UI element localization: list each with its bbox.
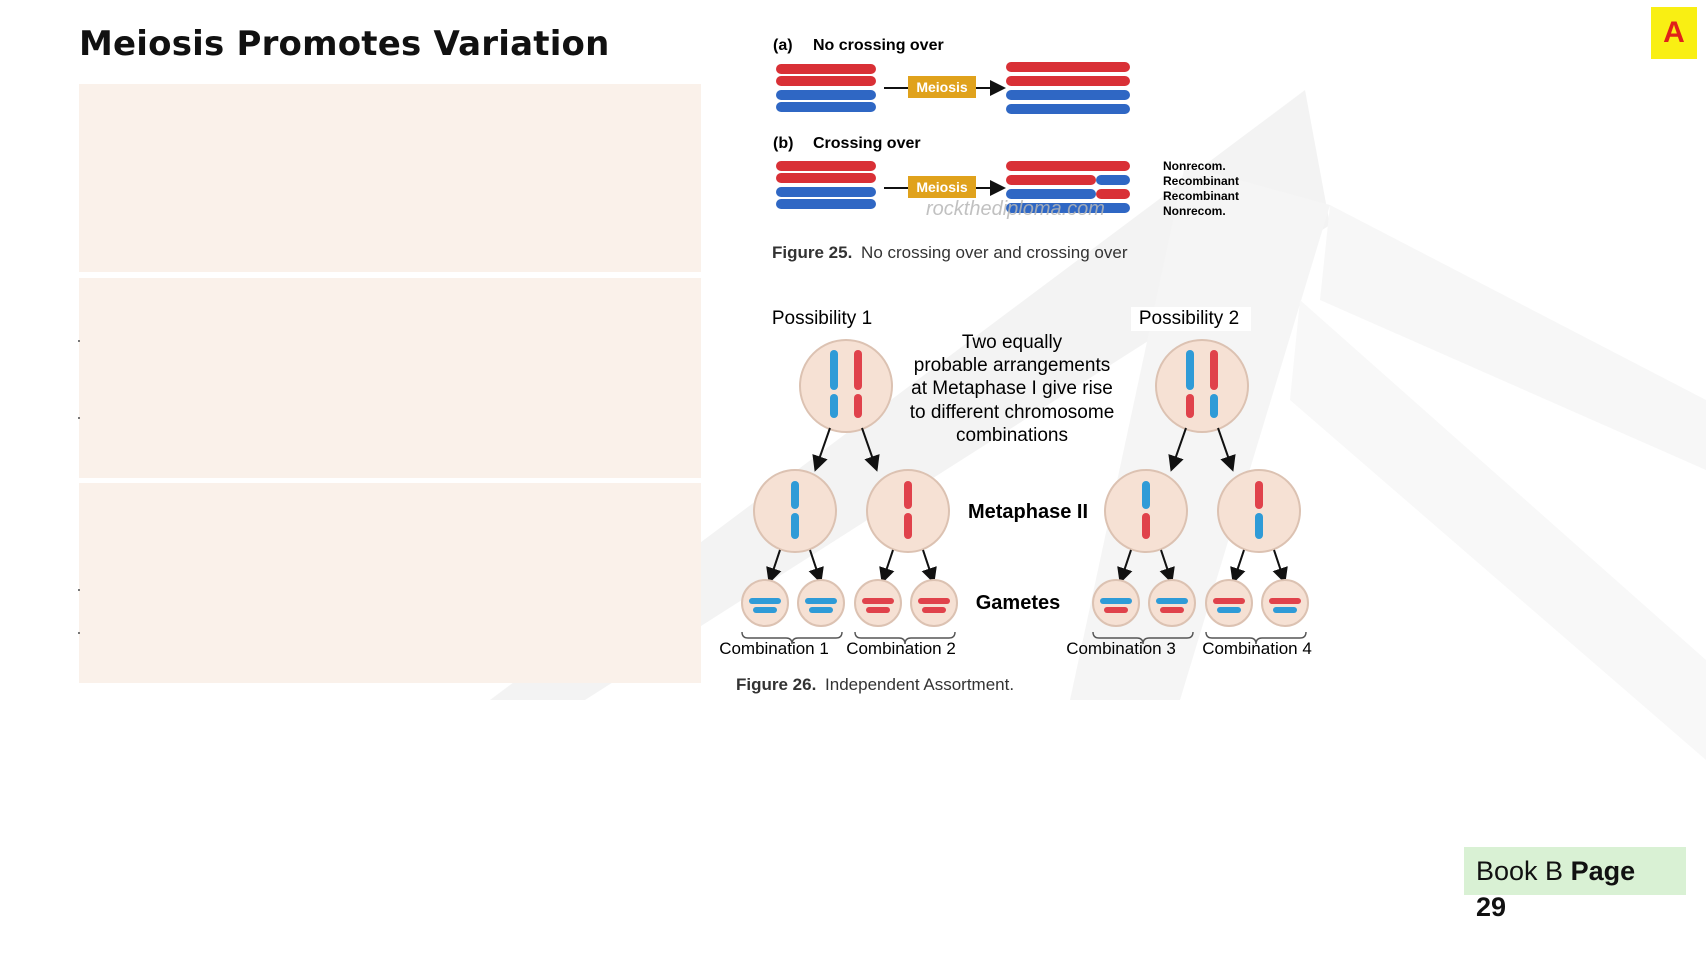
product-chromosomes-a bbox=[1006, 62, 1130, 114]
gamete-cell bbox=[797, 579, 845, 627]
parent-chromosomes-b bbox=[776, 161, 876, 209]
gamete-cell bbox=[741, 579, 789, 627]
center-note-line: Two equally bbox=[962, 332, 1063, 353]
center-note-line: at Metaphase I give rise bbox=[911, 378, 1113, 399]
figure-caption: Figure 26. Independent Assortment. bbox=[736, 675, 1014, 694]
gamete-cell bbox=[1148, 579, 1196, 627]
outcome-label: Nonrecom. bbox=[1163, 159, 1226, 173]
meiosis-label: Meiosis bbox=[916, 179, 968, 195]
product-chromosomes-b bbox=[1006, 161, 1130, 213]
panel-a-title: No crossing over bbox=[813, 37, 944, 54]
panel-a-label: (a) bbox=[773, 37, 793, 54]
caption-number: Figure 26. bbox=[736, 675, 816, 694]
metaphase-i-cell-possibility-2 bbox=[1155, 339, 1249, 433]
gamete-cell bbox=[854, 579, 902, 627]
combination-brace bbox=[1205, 631, 1307, 645]
outcome-label: Recombinant bbox=[1163, 174, 1239, 188]
combination-label: Combination 4 bbox=[1202, 639, 1312, 658]
bullet-dot bbox=[78, 417, 80, 419]
panel-b-label: (b) bbox=[773, 135, 793, 152]
combination-brace bbox=[1092, 631, 1194, 645]
metaphase-i-cell-possibility-1 bbox=[799, 339, 893, 433]
gamete-cell bbox=[1261, 579, 1309, 627]
possibility-1-label: Possibility 1 bbox=[772, 308, 872, 329]
center-note-line: probable arrangements bbox=[914, 355, 1110, 376]
version-badge: A bbox=[1651, 7, 1697, 59]
content-panel bbox=[79, 483, 701, 683]
page-label: Page bbox=[1570, 856, 1636, 886]
meiosis-label: Meiosis bbox=[916, 79, 968, 95]
combination-label: Combination 3 bbox=[1066, 639, 1176, 658]
metaphase-ii-cell bbox=[1104, 469, 1188, 553]
meiosis-box bbox=[908, 176, 976, 198]
gamete-cell bbox=[910, 579, 958, 627]
center-note-line: combinations bbox=[956, 425, 1068, 446]
metaphase-ii-cell bbox=[1217, 469, 1301, 553]
bullet-dot bbox=[78, 632, 80, 634]
caption-text: No crossing over and crossing over bbox=[861, 243, 1128, 262]
combination-brace bbox=[741, 631, 843, 645]
outcome-label: Recombinant bbox=[1163, 189, 1239, 203]
combination-label: Combination 1 bbox=[719, 639, 829, 658]
parent-chromosomes-a bbox=[776, 64, 876, 112]
bullet-dot bbox=[78, 340, 80, 342]
caption-text: Independent Assortment. bbox=[825, 675, 1014, 694]
page-number: 29 bbox=[1476, 892, 1507, 922]
metaphase-ii-cell bbox=[753, 469, 837, 553]
figure-caption: Figure 25. No crossing over and crossing… bbox=[772, 243, 1128, 262]
possibility-2-backing bbox=[1131, 307, 1251, 331]
figures-area: (a) No crossing over Meiosis (b) Crossin… bbox=[719, 37, 1312, 694]
slide-title: Meiosis Promotes Variation bbox=[79, 24, 610, 64]
possibility-2-label: Possibility 2 bbox=[1139, 308, 1239, 329]
center-note-line: to different chromosome bbox=[910, 402, 1115, 423]
caption-number: Figure 25. bbox=[772, 243, 852, 262]
figure-25: (a) No crossing over Meiosis (b) Crossin… bbox=[772, 37, 1239, 262]
book-page-reference: Book B Page 29 bbox=[1464, 847, 1686, 922]
combination-label: Combination 2 bbox=[846, 639, 956, 658]
combination-brace bbox=[854, 631, 956, 645]
outcome-label: Nonrecom. bbox=[1163, 204, 1226, 218]
content-panel bbox=[79, 84, 701, 272]
gamete-cell bbox=[1205, 579, 1253, 627]
bullet-dot bbox=[78, 589, 80, 591]
gamete-cell bbox=[1092, 579, 1140, 627]
panel-b-title: Crossing over bbox=[813, 135, 921, 152]
metaphase-ii-cell bbox=[866, 469, 950, 553]
book-label: Book B bbox=[1476, 856, 1564, 886]
content-panel bbox=[79, 278, 701, 478]
gametes-label: Gametes bbox=[976, 592, 1061, 614]
figure-26: Possibility 1 Possibility 2 Two equally … bbox=[719, 307, 1312, 694]
watermark-text: rockthediploma.com bbox=[926, 198, 1105, 220]
meiosis-box bbox=[908, 76, 976, 98]
metaphase-ii-label: Metaphase II bbox=[968, 501, 1088, 523]
